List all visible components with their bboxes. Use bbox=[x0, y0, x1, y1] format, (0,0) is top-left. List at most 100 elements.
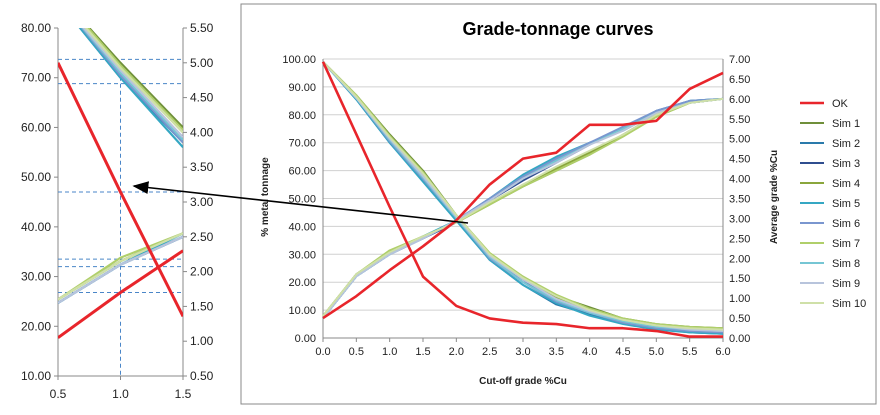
y2-tick-label: 3.00 bbox=[729, 213, 750, 225]
zoom-y-tick-label: 70.00 bbox=[21, 71, 51, 85]
zoom-series-grade-sim-9 bbox=[58, 235, 183, 304]
zoom-series-tonnage-sim-8 bbox=[81, 28, 183, 141]
zoom-series-tonnage-sim-5 bbox=[78, 28, 183, 149]
zoom-y-tick-label: 80.00 bbox=[21, 21, 51, 35]
zoom-y2-tick-label: 5.00 bbox=[190, 56, 214, 70]
zoom-series-grade-sim-10 bbox=[58, 232, 183, 301]
zoom-y2-tick-label: 3.50 bbox=[190, 160, 214, 174]
series-tonnage-ok bbox=[321, 61, 723, 338]
x-tick-label: 3.0 bbox=[515, 346, 530, 358]
y-tick-label: 10.00 bbox=[288, 305, 316, 317]
y2-axis-label: Average grade %Cu bbox=[769, 150, 780, 244]
y-tick-label: 100.00 bbox=[282, 54, 316, 66]
y2-tick-label: 6.00 bbox=[729, 94, 750, 106]
y-axis-label: % metal tonnage bbox=[260, 157, 271, 237]
legend-label-sim-9: Sim 9 bbox=[832, 278, 860, 290]
legend-label-sim-4: Sim 4 bbox=[832, 178, 860, 190]
y2-tick-label: 1.50 bbox=[729, 273, 750, 285]
zoom-y-tick-label: 10.00 bbox=[21, 369, 51, 383]
legend: OK Sim 1 Sim 2 Sim 3 Sim 4 Sim 5 Sim 6 Sim 7 Sim… bbox=[800, 98, 866, 310]
y2-tick-label: 0.00 bbox=[729, 333, 750, 345]
series-grade-sim-9 bbox=[322, 97, 724, 319]
series-grade-sim-10 bbox=[322, 97, 724, 317]
y-tick-label: 30.00 bbox=[288, 249, 316, 261]
zoom-x-tick-label: 0.5 bbox=[50, 387, 67, 401]
zoom-y2-tick-label: 4.00 bbox=[190, 125, 214, 139]
x-tick-label: 1.5 bbox=[415, 346, 430, 358]
x-tick-label: 2.0 bbox=[449, 346, 464, 358]
x-tick-label: 4.5 bbox=[615, 346, 630, 358]
y2-tick-label: 7.00 bbox=[729, 54, 750, 66]
series-grade-sim-7 bbox=[322, 97, 724, 317]
y-tick-label: 50.00 bbox=[288, 194, 316, 206]
x-tick-label: 3.5 bbox=[549, 346, 564, 358]
y2-tick-label: 0.50 bbox=[729, 313, 750, 325]
zoom-y2-tick-label: 3.00 bbox=[190, 195, 214, 209]
y2-tick-label: 5.50 bbox=[729, 114, 750, 126]
legend-label-sim-5: Sim 5 bbox=[832, 198, 860, 210]
zoom-y-tick-label: 20.00 bbox=[21, 319, 51, 333]
series-tonnage-sim-10 bbox=[322, 61, 724, 331]
series-grade-ok bbox=[322, 71, 724, 320]
legend-label-sim-1: Sim 1 bbox=[832, 118, 860, 130]
zoom-series-tonnage-sim-6 bbox=[80, 28, 183, 144]
y-tick-label: 20.00 bbox=[288, 277, 316, 289]
zoom-series-tonnage-sim-1 bbox=[87, 28, 183, 129]
x-axis-label: Cut-off grade %Cu bbox=[479, 376, 567, 387]
y-tick-label: 80.00 bbox=[288, 110, 316, 122]
zoom-x-tick-label: 1.5 bbox=[175, 387, 192, 401]
y2-tick-label: 4.00 bbox=[729, 174, 750, 186]
y2-tick-label: 1.00 bbox=[729, 293, 750, 305]
zoom-y2-tick-label: 4.50 bbox=[190, 91, 214, 105]
y2-tick-label: 4.50 bbox=[729, 154, 750, 166]
y-tick-label: 90.00 bbox=[288, 82, 316, 94]
zoom-series-tonnage-sim-7 bbox=[86, 28, 183, 131]
zoom-y-tick-label: 50.00 bbox=[21, 170, 51, 184]
x-tick-label: 1.0 bbox=[382, 346, 397, 358]
zoom-callout-arrow bbox=[132, 181, 469, 224]
x-tick-label: 5.0 bbox=[649, 346, 664, 358]
zoom-y-tick-label: 60.00 bbox=[21, 120, 51, 134]
zoom-y2-tick-label: 0.50 bbox=[190, 369, 214, 383]
x-tick-label: 5.5 bbox=[682, 346, 697, 358]
legend-label-sim-8: Sim 8 bbox=[832, 258, 860, 270]
y-tick-label: 0.00 bbox=[295, 333, 316, 345]
zoom-inset-chart: 10.00 20.00 30.00 40.00 50.00 60.00 70.00 80.00… bbox=[21, 21, 214, 401]
x-tick-label: 2.5 bbox=[482, 346, 497, 358]
y2-tick-label: 6.50 bbox=[729, 74, 750, 86]
main-chart-frame bbox=[240, 3, 877, 405]
y2-tick-label: 2.50 bbox=[729, 233, 750, 245]
main-chart: 0.00 10.00 20.00 30.00 40.00 50.00 60.00 70.00 8… bbox=[260, 54, 780, 387]
y2-tick-label: 2.00 bbox=[729, 253, 750, 265]
x-tick-label: 6.0 bbox=[715, 346, 730, 358]
zoom-y2-tick-label: 1.00 bbox=[190, 334, 214, 348]
zoom-series-tonnage-ok bbox=[58, 62, 183, 318]
zoom-series-tonnage-sim-9 bbox=[82, 28, 183, 139]
y2-tick-label: 5.00 bbox=[729, 134, 750, 146]
zoom-y-tick-label: 30.00 bbox=[21, 270, 51, 284]
zoom-y2-tick-label: 5.50 bbox=[190, 21, 214, 35]
zoom-series-tonnage-sim-10 bbox=[84, 28, 183, 134]
y-tick-label: 70.00 bbox=[288, 138, 316, 150]
chart-title: Grade-tonnage curves bbox=[462, 19, 653, 39]
legend-label-sim-7: Sim 7 bbox=[832, 238, 860, 250]
zoom-x-tick-label: 1.0 bbox=[112, 387, 129, 401]
legend-label-sim-10: Sim 10 bbox=[832, 298, 866, 310]
legend-label-sim-2: Sim 2 bbox=[832, 138, 860, 150]
x-tick-label: 0.0 bbox=[315, 346, 330, 358]
zoom-y2-tick-label: 2.50 bbox=[190, 230, 214, 244]
legend-label-sim-6: Sim 6 bbox=[832, 218, 860, 230]
x-tick-label: 0.5 bbox=[349, 346, 364, 358]
zoom-y2-tick-label: 2.00 bbox=[190, 265, 214, 279]
legend-label-ok: OK bbox=[832, 98, 849, 110]
y-tick-label: 60.00 bbox=[288, 166, 316, 178]
zoom-y-tick-label: 40.00 bbox=[21, 220, 51, 234]
y2-tick-label: 3.50 bbox=[729, 194, 750, 206]
y-tick-label: 40.00 bbox=[288, 221, 316, 233]
zoom-y2-tick-label: 1.50 bbox=[190, 299, 214, 313]
legend-label-sim-3: Sim 3 bbox=[832, 158, 860, 170]
x-tick-label: 4.0 bbox=[582, 346, 597, 358]
zoom-series-grade-ok bbox=[58, 249, 183, 339]
